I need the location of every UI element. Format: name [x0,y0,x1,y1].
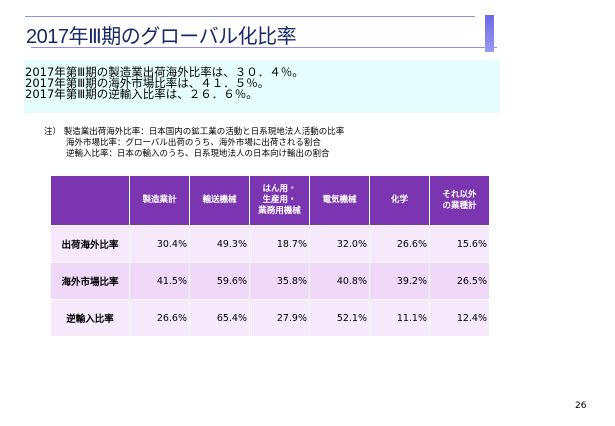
table-cell: 59.6% [189,262,250,300]
table-cell: 15.6% [429,225,490,263]
title-accent-bar [485,15,494,52]
table-cell: 27.9% [249,299,310,337]
title-rule-top [25,16,475,17]
column-header-line: それ以外 [442,189,477,200]
note-line: 製造業出荷海外比率：日本国内の鉱工業の活動と日系現地法人活動の比率 [63,127,345,137]
page-title: 2017年Ⅲ期のグローバル化比率 [26,26,297,48]
page-number: 26 [575,401,587,411]
table-cell: 18.7% [249,225,310,263]
table-cell: 30.4% [129,225,190,263]
column-header: それ以外 の業種計 [429,175,490,226]
column-header: 化学 [369,175,430,226]
row-label: 海外市場比率 [50,262,130,300]
table-cell: 12.4% [429,299,490,337]
table-cell: 39.2% [369,262,430,300]
column-header-line: 生産用・ [262,195,297,205]
column-header-line: はん用・ [262,184,297,194]
table-cell: 26.6% [369,225,430,263]
row-label: 逆輸入比率 [50,299,130,337]
column-header: 輸送機械 [189,175,250,226]
column-header: はん用・ 生産用・ 業務用機械 [249,175,310,226]
summary-line: 2017年第Ⅲ期の海外市場比率は、４１．５％。 [25,76,270,90]
column-header-line: の業種計 [442,200,477,211]
table-cell: 40.8% [309,262,370,300]
note: 注） 製造業出荷海外比率：日本国内の鉱工業の活動と日系現地法人活動の比率 海外市… [44,127,344,160]
header-corner [50,175,130,226]
ratio-table: 製造業計 輸送機械 はん用・ 生産用・ 業務用機械 電気機械 化学 それ以外 の業種計 出荷海外… [50,175,490,337]
note-line: 海外市場比率：グローバル出荷のうち、海外市場に出荷される割合 [66,138,321,148]
table-cell: 49.3% [189,225,250,263]
table-row: 海外市場比率 41.5% 59.6% 35.8% 40.8% 39.2% 26.5% [50,262,490,300]
table-cell: 35.8% [249,262,310,300]
table-cell: 41.5% [129,262,190,300]
note-line: 逆輸入比率：日本の輸入のうち、日系現地法人の日本向け輸出の割合 [66,149,330,159]
table-row: 逆輸入比率 26.6% 65.4% 27.9% 52.1% 11.1% 12.4% [50,299,490,337]
title-rule-bottom [31,47,497,48]
column-header: 製造業計 [129,175,190,226]
table-cell: 52.1% [309,299,370,337]
note-prefix: 注） [44,127,62,137]
table-cell: 32.0% [309,225,370,263]
table-cell: 65.4% [189,299,250,337]
table-cell: 11.1% [369,299,430,337]
row-label: 出荷海外比率 [50,225,130,263]
summary-line: 2017年第Ⅲ期の製造業出荷海外比率は、３０．４％。 [25,65,304,79]
summary-line: 2017年第Ⅲ期の逆輸入比率は、２６．６％。 [25,87,258,101]
table-row: 出荷海外比率 30.4% 49.3% 18.7% 32.0% 26.6% 15.6% [50,225,490,263]
table-cell: 26.5% [429,262,490,300]
column-header-line: 業務用機械 [258,206,301,216]
table-cell: 26.6% [129,299,190,337]
column-header: 電気機械 [309,175,370,226]
summary-box: 2017年第Ⅲ期の製造業出荷海外比率は、３０．４％。 2017年第Ⅲ期の海外市場… [24,60,500,113]
